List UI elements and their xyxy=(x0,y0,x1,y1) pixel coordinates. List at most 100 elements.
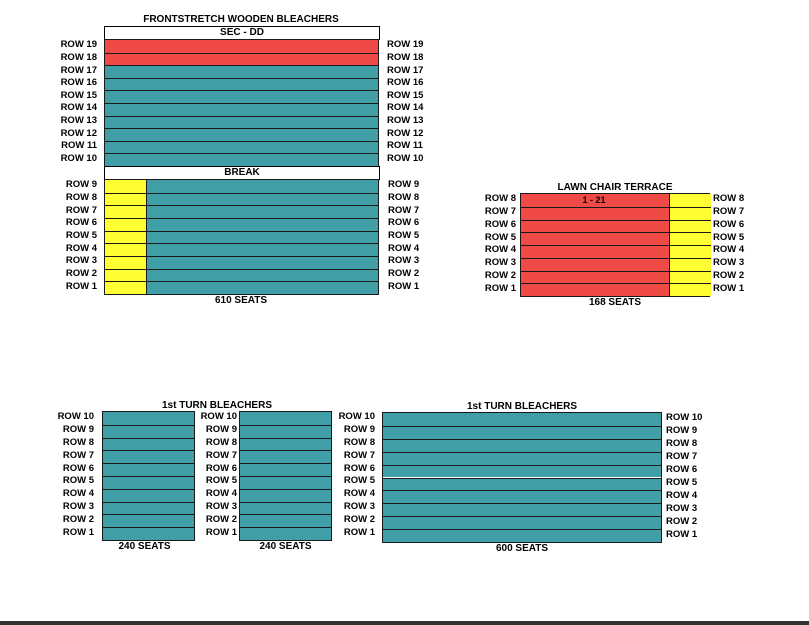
row-label: ROW 12 xyxy=(60,127,97,139)
row-label: ROW 9 xyxy=(205,424,237,436)
row-label: ROW 5 xyxy=(205,475,237,487)
seating-row xyxy=(105,256,378,269)
row-divider xyxy=(669,245,711,246)
seating-row xyxy=(240,488,331,502)
row-label: ROW 9 xyxy=(666,425,698,437)
seating-row xyxy=(105,52,378,66)
row-label: ROW 7 xyxy=(713,206,745,218)
row-label: ROW 6 xyxy=(713,218,745,230)
seating-row xyxy=(521,206,709,220)
lawn-terrace-title: LAWN CHAIR TERRACE xyxy=(557,182,673,193)
row-label: ROW 10 xyxy=(200,411,237,423)
turn-left-block-2 xyxy=(239,411,332,541)
row-label: ROW 15 xyxy=(60,89,97,101)
row-label: ROW 10 xyxy=(57,411,94,423)
row-label: ROW 17 xyxy=(60,64,97,76)
row-label: ROW 6 xyxy=(65,217,97,229)
row-label: ROW 2 xyxy=(65,268,97,279)
seating-row xyxy=(521,232,709,245)
lawn-terrace-block xyxy=(520,193,711,297)
row-label: ROW 8 xyxy=(65,192,97,203)
row-divider xyxy=(105,268,147,270)
row-label: ROW 1 xyxy=(343,526,375,538)
row-label: ROW 1 xyxy=(666,528,698,540)
seating-row xyxy=(105,281,378,294)
row-label: ROW 2 xyxy=(343,513,375,525)
row-label: ROW 8 xyxy=(388,192,420,203)
row-label: ROW 3 xyxy=(388,255,420,267)
seating-row xyxy=(105,230,378,244)
row-label: ROW 9 xyxy=(343,424,375,436)
row-label: ROW 4 xyxy=(205,488,237,500)
frontstretch-title: FRONTSTRETCH WOODEN BLEACHERS xyxy=(143,14,339,25)
seating-row xyxy=(521,219,709,233)
turn-left-block-1-seat-count: 240 SEATS xyxy=(118,541,171,552)
row-label: ROW 2 xyxy=(388,268,420,279)
seating-row xyxy=(383,477,661,491)
row-label: ROW 7 xyxy=(484,206,516,218)
row-label: ROW 5 xyxy=(62,475,94,487)
row-label: ROW 3 xyxy=(713,257,745,269)
row-label: ROW 19 xyxy=(387,39,424,51)
row-label: ROW 12 xyxy=(387,127,424,139)
row-divider xyxy=(105,256,147,257)
seating-row xyxy=(240,412,331,425)
seating-row xyxy=(240,514,331,528)
seating-row xyxy=(383,529,661,542)
row-label: ROW 7 xyxy=(388,204,420,216)
row-label: ROW 16 xyxy=(60,77,97,89)
row-label: ROW 15 xyxy=(387,89,424,101)
row-label: ROW 6 xyxy=(343,462,375,474)
seating-row xyxy=(383,438,661,452)
seating-row xyxy=(240,476,331,489)
row-divider xyxy=(669,270,711,272)
row-label: ROW 9 xyxy=(65,179,97,191)
seating-row xyxy=(240,424,331,438)
seating-row xyxy=(105,205,378,218)
turn-right-seat-count: 600 SEATS xyxy=(495,543,549,554)
row-label: ROW 19 xyxy=(60,39,97,51)
seating-row xyxy=(105,77,378,91)
seating-row xyxy=(521,245,709,258)
row-divider xyxy=(669,283,711,285)
row-label: ROW 3 xyxy=(343,501,375,512)
row-label: ROW 4 xyxy=(388,242,420,254)
row-label: ROW 2 xyxy=(713,269,745,281)
row-label: ROW 7 xyxy=(65,204,97,216)
row-label: ROW 4 xyxy=(65,242,97,254)
row-label: ROW 8 xyxy=(205,437,237,448)
row-label: ROW 5 xyxy=(666,476,698,488)
seating-row xyxy=(105,140,378,154)
row-divider xyxy=(669,232,711,234)
row-divider xyxy=(669,219,711,221)
turn-left-block-2-seat-count: 240 SEATS xyxy=(259,541,312,552)
row-label: ROW 7 xyxy=(343,449,375,461)
row-divider xyxy=(669,206,711,208)
row-label: ROW 5 xyxy=(343,475,375,487)
row-divider xyxy=(105,281,147,283)
seating-row xyxy=(383,516,661,530)
row-label: ROW 3 xyxy=(62,501,94,512)
seating-row xyxy=(105,243,378,256)
row-label: ROW 6 xyxy=(666,464,698,476)
row-label: ROW 1 xyxy=(205,526,237,538)
row-label: ROW 10 xyxy=(338,411,375,423)
break-header: BREAK xyxy=(104,166,380,180)
row-label: ROW 3 xyxy=(65,255,97,267)
seating-row xyxy=(105,115,378,129)
seating-row xyxy=(103,437,194,451)
aisle-section xyxy=(105,180,147,294)
row-label: ROW 8 xyxy=(343,437,375,448)
seating-row xyxy=(383,425,661,439)
seating-row xyxy=(105,218,378,231)
seating-row xyxy=(103,527,194,540)
row-label: ROW 8 xyxy=(484,193,516,205)
row-label: ROW 10 xyxy=(666,412,703,424)
seating-row xyxy=(103,501,194,515)
seating-row xyxy=(103,450,194,464)
seating-row xyxy=(521,194,709,207)
row-label: ROW 1 xyxy=(388,280,420,292)
row-label: ROW 1 xyxy=(713,282,745,294)
row-label: ROW 10 xyxy=(387,152,424,164)
row-label: ROW 4 xyxy=(713,244,745,256)
